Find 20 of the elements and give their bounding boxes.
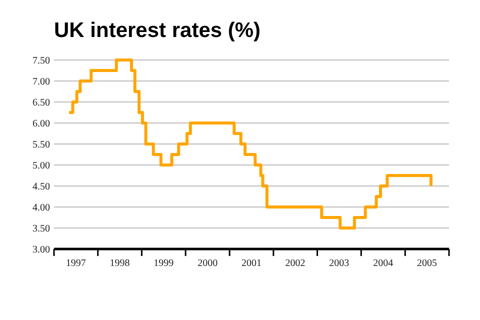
x-tick-label: 2004 — [373, 258, 394, 269]
x-tick-label: 1998 — [110, 258, 130, 269]
x-tick-label: 2003 — [329, 258, 350, 269]
x-tick-label: 2001 — [241, 258, 262, 269]
y-tick-label: 5.00 — [32, 160, 50, 172]
x-tick-label: 1999 — [154, 258, 174, 269]
x-tick-label: 2002 — [285, 258, 306, 269]
x-tick-label: 1997 — [66, 258, 86, 269]
y-tick-label: 7.50 — [32, 56, 50, 66]
y-tick-label: 7.00 — [32, 76, 50, 88]
y-tick-label: 3.50 — [32, 224, 50, 234]
y-tick-label: 5.50 — [32, 140, 50, 150]
y-tick-label: 4.50 — [32, 182, 50, 192]
x-tick-label: 2000 — [198, 258, 218, 269]
y-tick-label: 6.00 — [32, 118, 50, 130]
x-tick-label: 2005 — [417, 258, 438, 269]
y-tick-label: 4.00 — [32, 202, 50, 214]
y-tick-label: 3.00 — [32, 244, 50, 256]
y-tick-label: 6.50 — [32, 98, 50, 108]
chart-title: UK interest rates (%) — [54, 19, 261, 42]
